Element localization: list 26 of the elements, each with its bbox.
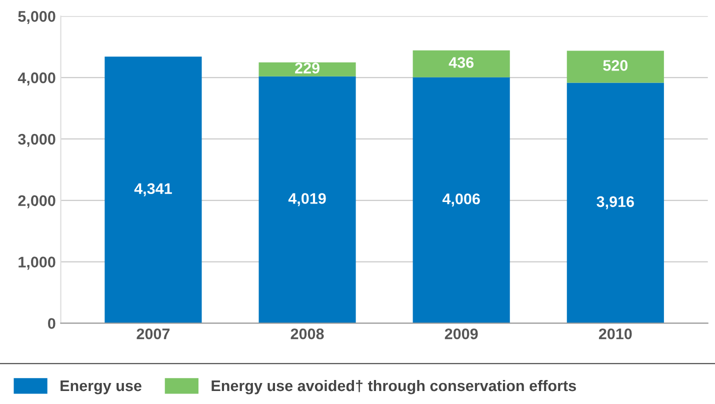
data-label: 436: [448, 57, 474, 68]
x-tick-label: 2008: [290, 328, 324, 340]
bar: [258, 76, 356, 324]
y-tick-label: 4,000: [18, 72, 56, 86]
bar: [412, 77, 510, 324]
y-tick-label: 5,000: [18, 11, 56, 24]
y-tick-label: 3,000: [18, 134, 56, 147]
legend-label: Energy use avoided† through conservation efforts: [212, 380, 576, 394]
y-tick-label: 0: [48, 318, 56, 329]
bar: [258, 62, 356, 76]
bar: [566, 82, 664, 324]
data-label: 520: [603, 60, 628, 71]
x-tick-label: 2010: [598, 328, 632, 340]
data-label: 4,006: [442, 193, 480, 207]
bar: [104, 56, 202, 324]
data-label: 4,019: [288, 193, 326, 206]
bar: [566, 50, 664, 83]
y-tick-label: 2,000: [18, 195, 56, 208]
data-label: 3,916: [596, 196, 634, 210]
bar: [412, 50, 510, 78]
legend-label: Energy use: [60, 380, 142, 394]
data-label: 4,341: [134, 183, 172, 196]
data-label: 229: [295, 62, 320, 74]
y-tick-label: 1,000: [18, 256, 56, 270]
x-tick-label: 2009: [444, 328, 478, 340]
x-tick-label: 2007: [136, 328, 170, 340]
